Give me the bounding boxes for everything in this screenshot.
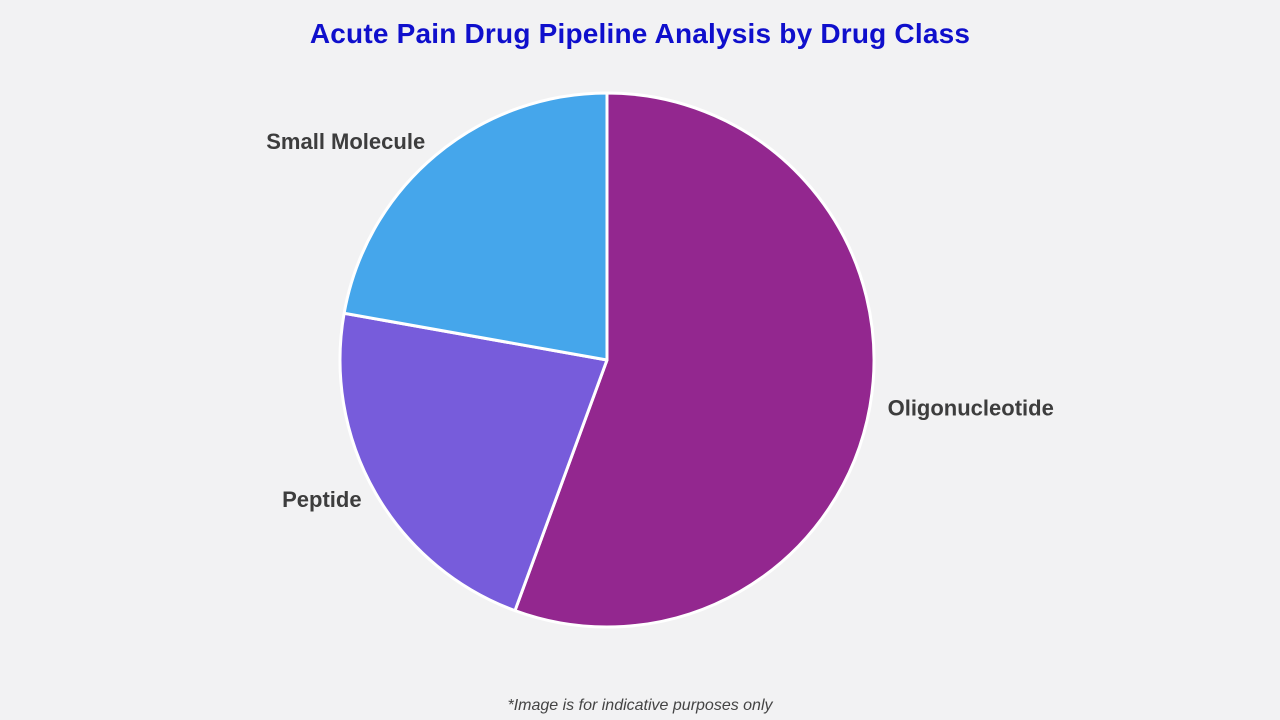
pie-slice-peptide xyxy=(338,311,609,613)
pie-slice-small-molecule xyxy=(342,91,609,362)
slice-label-peptide: Peptide xyxy=(282,487,361,512)
pie-slices xyxy=(338,91,876,629)
pie-labels: Oligonucleotide Peptide Small Molecule xyxy=(266,129,1054,512)
footnote: *Image is for indicative purposes only xyxy=(507,697,773,714)
pie-slice-oligonucleotide xyxy=(513,91,876,629)
chart-title: Acute Pain Drug Pipeline Analysis by Dru… xyxy=(309,18,971,49)
slice-label-oligonucleotide: Oligonucleotide xyxy=(888,396,1054,421)
slice-label-small-molecule: Small Molecule xyxy=(266,129,425,154)
